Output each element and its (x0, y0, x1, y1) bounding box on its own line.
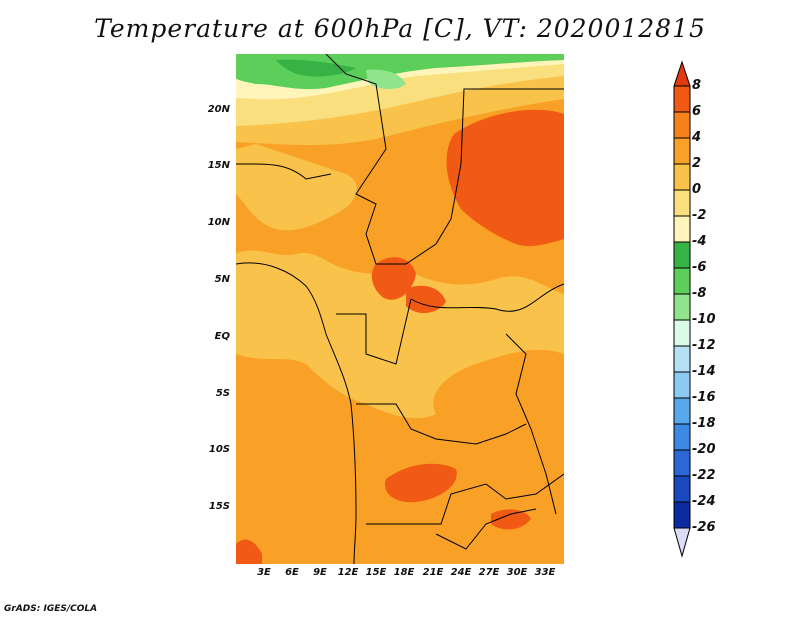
cb-top-triangle (673, 60, 691, 87)
cb-label-m4: -4 (692, 234, 707, 249)
cb-label-m6: -6 (692, 260, 707, 275)
x-tick-6e: 6E (285, 567, 299, 578)
borders (236, 54, 564, 564)
y-tick-eq: EQ (214, 331, 230, 342)
cb-4-6 (673, 111, 691, 139)
x-tick-15e: 15E (365, 567, 387, 578)
region-4-6-southwest (236, 539, 262, 564)
x-tick-9e: 9E (313, 567, 327, 578)
cb-label-m12: -12 (692, 338, 716, 353)
x-tick-12e: 12E (337, 567, 359, 578)
cb-m12-m10 (673, 319, 691, 347)
y-tick-15n: 15N (207, 160, 230, 171)
cb-m14-m12 (673, 345, 691, 373)
cb-m4-m2 (673, 215, 691, 243)
region-4-6-northeast (446, 109, 564, 247)
cb-label-m14: -14 (692, 364, 716, 379)
y-tick-5n: 5N (214, 274, 230, 285)
region-4-6-southeast (491, 509, 531, 530)
car-border (410, 283, 564, 312)
region-0-2-west (236, 144, 357, 231)
x-tick-21e: 21E (422, 567, 444, 578)
cb-m22-m20 (673, 449, 691, 477)
cb-m24-m22 (673, 475, 691, 503)
zambezi-border (435, 508, 537, 550)
cb-label-m20: -20 (692, 442, 716, 457)
region-0-2-central (236, 250, 564, 419)
west-coastline (236, 262, 357, 564)
cb-label-m10: -10 (692, 312, 716, 327)
cb-label-2: 2 (692, 156, 702, 171)
cb-6-8 (673, 85, 691, 113)
drc-south-border (356, 403, 527, 445)
x-tick-30e: 30E (506, 567, 528, 578)
region-4-6-center (371, 257, 416, 300)
y-tick-20n: 20N (207, 104, 230, 115)
cb-m16-m14 (673, 371, 691, 399)
cb-m20-m18 (673, 423, 691, 451)
sahel-borders (325, 54, 564, 265)
cb-bottom-triangle (673, 527, 691, 558)
cb-label-m26: -26 (692, 520, 716, 535)
east-lakes-border (505, 333, 557, 515)
cb-label-6: 6 (692, 104, 702, 119)
grads-credit: GrADS: IGES/COLA (4, 604, 98, 614)
x-tick-33e: 33E (534, 567, 556, 578)
chart-title: Temperature at 600hPa [C], VT: 202001281… (94, 14, 706, 43)
x-tick-18e: 18E (393, 567, 415, 578)
angola-zambia-border (366, 473, 564, 525)
cb-label-4: 4 (692, 130, 702, 145)
cb-label-m2: -2 (692, 208, 707, 223)
y-tick-5s: 5S (215, 388, 230, 399)
cb-label-m22: -22 (692, 468, 716, 483)
west-border (236, 163, 332, 180)
temperature-map (236, 54, 564, 564)
y-tick-15s: 15S (208, 501, 230, 512)
colorbar-svg (673, 60, 691, 558)
cb-0-2 (673, 163, 691, 191)
map-panel (236, 54, 564, 564)
x-tick-27e: 27E (478, 567, 500, 578)
cb-m10-m8 (673, 293, 691, 321)
band-green-patch (276, 59, 356, 77)
cb-label-8: 8 (692, 78, 702, 93)
cb-m8-m6 (673, 267, 691, 295)
x-tick-24e: 24E (450, 567, 472, 578)
y-tick-10n: 10N (207, 217, 230, 228)
region-4-6-center-east (406, 285, 446, 314)
cb-m26-m24 (673, 501, 691, 529)
cb-label-m24: -24 (692, 494, 716, 509)
y-tick-10s: 10S (208, 444, 230, 455)
x-tick-3e: 3E (257, 567, 271, 578)
cb-label-m16: -16 (692, 390, 716, 405)
cb-m18-m16 (673, 397, 691, 425)
cb-m2-0 (673, 189, 691, 217)
colorbar (672, 60, 752, 560)
cb-label-0: 0 (692, 182, 702, 197)
cb-label-m18: -18 (692, 416, 716, 431)
cb-2-4 (673, 137, 691, 165)
cb-label-m8: -8 (692, 286, 707, 301)
gabon-congo-border (336, 298, 412, 365)
region-4-6-south (385, 463, 457, 503)
cb-m6-m4 (673, 241, 691, 269)
